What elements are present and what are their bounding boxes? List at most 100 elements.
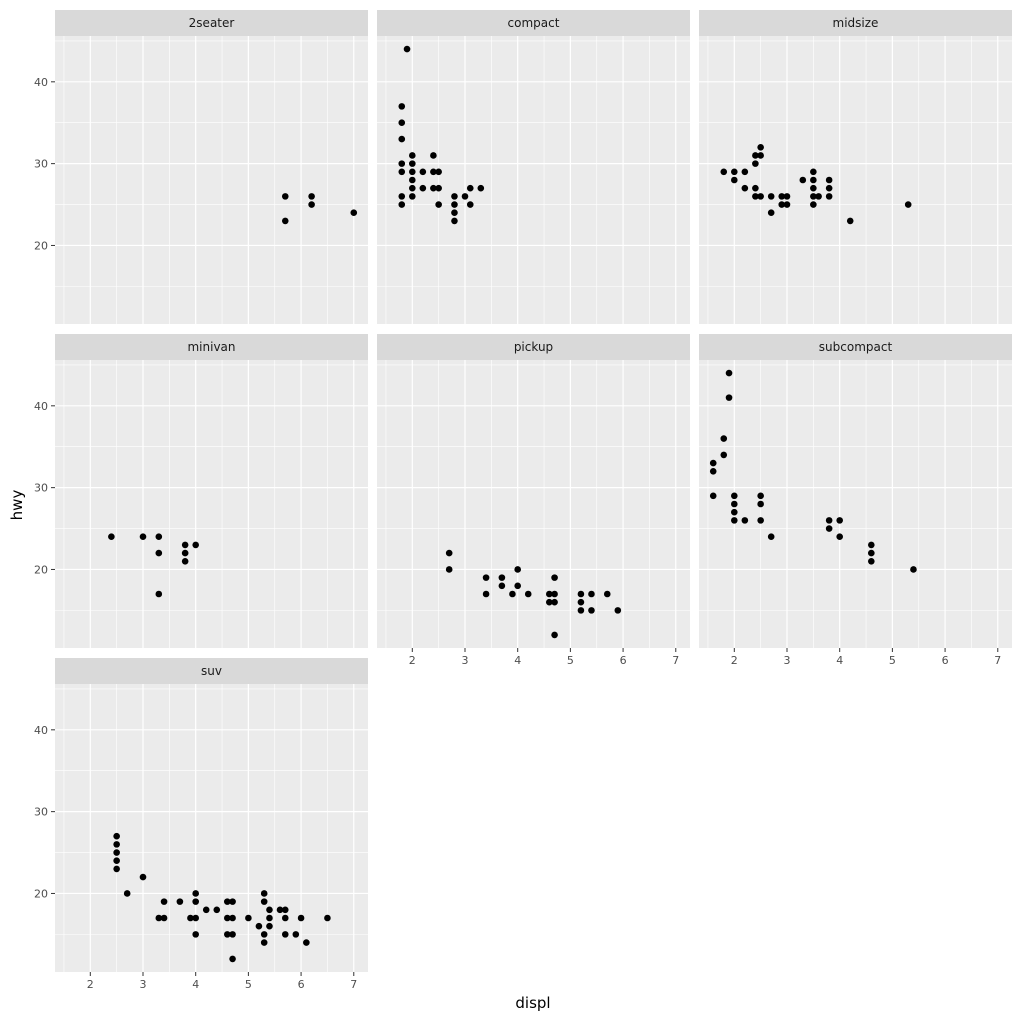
facet-strip-label: compact (508, 16, 560, 30)
facet-strip (55, 334, 368, 360)
data-point (815, 193, 822, 200)
x-tick-label: 7 (994, 654, 1001, 667)
data-point (752, 160, 759, 167)
data-point (451, 209, 458, 217)
data-point (187, 914, 194, 922)
data-point (266, 914, 273, 922)
data-point (825, 517, 833, 524)
data-point (297, 914, 305, 922)
data-point (266, 906, 273, 914)
panel-background (55, 36, 368, 324)
facet-strip (699, 334, 1012, 360)
data-point (720, 435, 728, 442)
data-point (588, 590, 595, 598)
data-point (778, 193, 786, 200)
data-point (445, 549, 453, 557)
data-point (430, 152, 437, 159)
data-point (757, 152, 764, 159)
data-point (123, 890, 131, 897)
data-point (260, 931, 268, 938)
data-point (255, 922, 263, 930)
data-point (741, 184, 749, 192)
x-tick-label: 4 (192, 978, 199, 991)
data-point (836, 533, 843, 541)
data-point (509, 590, 516, 598)
data-point (229, 898, 236, 905)
data-point (709, 459, 717, 467)
data-point (292, 931, 300, 938)
data-point (514, 566, 521, 573)
data-point (108, 533, 115, 541)
data-point (260, 939, 268, 946)
data-point (245, 914, 252, 922)
data-point (551, 590, 558, 598)
data-point (113, 857, 120, 865)
data-point (752, 184, 759, 192)
panel-background (377, 360, 690, 648)
data-point (281, 914, 289, 922)
data-point (181, 541, 189, 549)
data-point (731, 176, 738, 184)
x-tick-label: 3 (783, 654, 790, 667)
data-point (810, 201, 817, 208)
data-point (767, 209, 775, 217)
y-tick-label: 40 (34, 76, 48, 89)
data-point (181, 557, 189, 565)
data-point (113, 832, 120, 840)
x-tick-label: 3 (139, 978, 146, 991)
data-point (451, 201, 458, 208)
data-point (308, 193, 315, 200)
data-point (783, 201, 791, 208)
data-point (825, 176, 833, 184)
data-point (577, 590, 585, 598)
facet-panel-compact: compact (377, 10, 690, 324)
x-tick-label: 6 (620, 654, 627, 667)
data-point (435, 201, 442, 208)
data-point (757, 193, 764, 200)
data-point (276, 906, 284, 914)
data-point (466, 201, 474, 208)
data-point (281, 217, 289, 225)
data-point (466, 184, 474, 192)
data-point (409, 184, 416, 192)
data-point (202, 906, 210, 914)
data-point (403, 45, 411, 53)
data-point (825, 184, 833, 192)
data-point (139, 873, 147, 881)
data-point (551, 598, 558, 606)
data-point (757, 143, 764, 151)
data-point (868, 541, 875, 549)
data-point (810, 176, 817, 184)
data-point (910, 566, 917, 573)
facet-strip (377, 334, 690, 360)
data-point (398, 193, 406, 200)
data-point (498, 582, 506, 590)
data-point (155, 533, 163, 541)
data-point (514, 582, 521, 590)
data-point (868, 557, 875, 565)
data-point (229, 955, 236, 963)
data-point (229, 914, 236, 922)
data-point (741, 517, 749, 524)
data-point (725, 394, 733, 401)
facet-panel-suv: suv 20 30 40 2 3 4 5 6 7 (34, 658, 368, 991)
data-point (731, 492, 738, 500)
data-point (709, 467, 717, 475)
panel-background (699, 360, 1012, 648)
data-point (430, 184, 437, 192)
data-point (551, 574, 558, 581)
data-point (482, 590, 490, 598)
data-point (398, 168, 406, 176)
data-point (192, 541, 199, 549)
data-point (783, 193, 791, 200)
data-point (181, 549, 189, 557)
data-point (577, 607, 585, 614)
data-point (303, 939, 310, 946)
data-point (435, 168, 442, 176)
facet-strip (55, 10, 368, 36)
x-axis-title: displ (515, 994, 550, 1012)
data-point (810, 184, 817, 192)
data-point (614, 607, 622, 614)
data-point (229, 931, 236, 938)
data-point (731, 508, 738, 516)
